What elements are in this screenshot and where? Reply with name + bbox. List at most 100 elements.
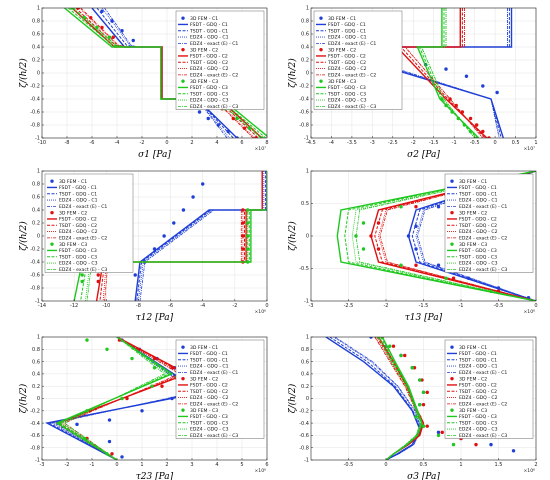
data-point [130, 356, 134, 361]
axis-exponent: ×10⁶ [523, 309, 535, 315]
y-tick-label: -0.6 [30, 273, 40, 279]
data-point [75, 422, 79, 427]
legend-entry: FSDT - GDQ - C3 [190, 414, 228, 420]
legend-entry: FSDT - GDQ - C1 [190, 351, 228, 357]
data-point [260, 136, 264, 138]
y-tick-label: 0.8 [32, 347, 40, 353]
chart-panel-4: -3 -2.5 -2 -1.5 -1 -0.5 0 -1 -0.5 0 0.5 1 ×10⁶ τ13 [P… [287, 169, 538, 323]
y-tick-label: 0.4 [32, 45, 40, 51]
y-tick-label: 0.6 [32, 195, 40, 201]
y-tick-label: 0.2 [301, 384, 309, 390]
legend-entry: EDZ4 - GDQ - C2 [328, 66, 367, 72]
legend-entry: FSDT - GDQ - C1 [459, 185, 497, 191]
x-tick-label: -4 [115, 140, 120, 146]
x-tick-label: -10 [38, 140, 46, 146]
y-tick-label: 0 [306, 234, 309, 240]
y-tick-label: -0.8 [30, 123, 40, 129]
data-point [474, 123, 479, 127]
data-point [120, 396, 124, 401]
x-tick-label: 0.5 [420, 462, 428, 468]
x-tick-label: 0.5 [512, 140, 520, 146]
legend-entry: TSDT - GDQ - C3 [189, 91, 228, 97]
x-tick-label: -1 [459, 303, 464, 309]
x-tick-label: -2.5 [388, 140, 398, 146]
x-tick-label: 2 [165, 462, 168, 468]
y-tick-label: -0.4 [30, 421, 40, 427]
x-tick-label: -3 [309, 303, 314, 309]
data-point [468, 116, 473, 121]
data-point [418, 402, 422, 407]
data-point [150, 384, 154, 388]
series-line [134, 171, 267, 301]
legend-entry: EDZ4 - exact (E) - C1 [190, 370, 238, 376]
legend-entry: TSDT - GDQ - C1 [189, 28, 228, 34]
legend-entry: EDZ4 - GDQ - C3 [190, 427, 229, 433]
legend-entry: 3D FEM - C1 [190, 345, 218, 351]
x-tick-label: 1.5 [495, 462, 503, 468]
series-line [63, 337, 181, 460]
legend-entry: EDZ4 - exact (E) - C2 [59, 235, 107, 241]
legend-marker [50, 210, 54, 215]
legend-entry: TSDT - GDQ - C2 [58, 223, 97, 229]
legend-entry: EDZ4 - GDQ - C2 [190, 66, 229, 72]
y-tick-label: -1 [304, 136, 309, 142]
legend-entry: TSDT - GDQ - C2 [458, 223, 497, 229]
x-tick-label: 3 [190, 462, 193, 468]
legend-entry: EDZ4 - exact (E) - C1 [328, 41, 376, 47]
legend-entry: 3D FEM - C3 [328, 79, 356, 85]
data-point [162, 234, 166, 238]
legend-entry: FSDT - GDQ - C1 [59, 185, 97, 191]
x-axis-label: τ23 [Pa] [136, 472, 174, 480]
y-tick-label: -1 [35, 299, 40, 305]
y-tick-label: 0.2 [32, 58, 40, 64]
y-tick-label: -0.2 [299, 409, 309, 415]
legend-marker [181, 376, 185, 381]
y-tick-label: -1 [304, 299, 309, 305]
legend-box [313, 10, 403, 110]
y-tick-label: -0.5 [299, 266, 309, 272]
data-point [425, 390, 429, 395]
legend-entry: EDZ4 - exact (E) - C1 [459, 370, 507, 376]
x-tick-label: 4 [215, 462, 218, 468]
legend-entry: TSDT - GDQ - C3 [58, 254, 97, 260]
y-tick-label: 1 [37, 6, 40, 12]
series-line [138, 171, 265, 301]
data-point [131, 38, 135, 43]
series-line [378, 171, 536, 301]
y-tick-label: 1 [306, 169, 309, 175]
data-point [85, 338, 89, 342]
axis-exponent: ×10⁶ [254, 468, 266, 474]
data-point [100, 25, 104, 30]
legend-entry: EDZ4 - GDQ - C1 [459, 198, 498, 204]
x-tick-label: -8 [65, 140, 70, 146]
x-tick-label: 2 [190, 140, 193, 146]
series-line [404, 8, 484, 138]
data-point [495, 90, 499, 95]
x-tick-label: 0 [165, 140, 168, 146]
x-tick-label: -10 [102, 303, 110, 309]
x-tick-label: 1 [459, 462, 462, 468]
legend-entry: FSDT - GDQ - C3 [190, 85, 228, 91]
legend-entry: 3D FEM - C2 [59, 210, 87, 216]
legend-entry: TSDT - GDQ - C1 [189, 357, 228, 363]
x-tick-label: -3 [370, 140, 375, 146]
y-tick-label: -0.8 [299, 445, 309, 451]
legend-marker [450, 376, 454, 381]
legend-entry: EDZ4 - GDQ - C3 [459, 261, 498, 267]
y-tick-label: 0.2 [32, 221, 40, 227]
legend-entry: 3D FEM - C1 [328, 16, 356, 22]
legend-entry: 3D FEM - C3 [190, 408, 218, 414]
data-point [421, 424, 426, 428]
x-tick-label: -6 [90, 140, 95, 146]
data-point [414, 415, 418, 419]
chart-panel-1: -10 -8 -6 -4 -2 0 2 4 6 8 -1 -0.8 -0.6 -0.4 -0.2 0 0.2 0.… [18, 6, 269, 160]
legend-entry: EDZ4 - GDQ - C1 [328, 35, 367, 41]
legend-entry: 3D FEM - C2 [328, 47, 356, 53]
data-point [399, 353, 403, 358]
legend-entry: 3D FEM - C3 [459, 408, 487, 414]
data-point [414, 205, 418, 209]
data-point [241, 221, 245, 225]
x-tick-label: 0 [115, 462, 118, 468]
plot-area [44, 337, 204, 460]
